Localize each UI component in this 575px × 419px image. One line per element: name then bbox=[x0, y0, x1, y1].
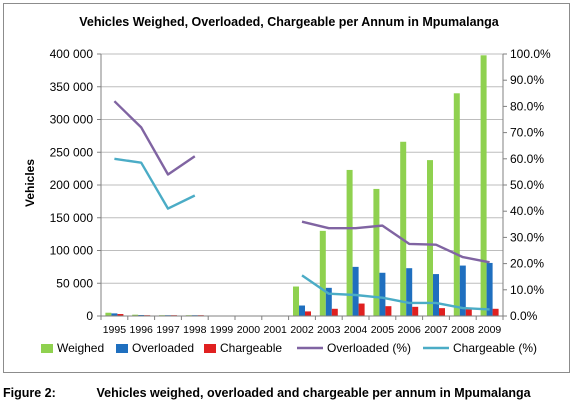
bar-weighed-2008 bbox=[453, 93, 460, 316]
y-axis-label: Vehicles bbox=[23, 159, 37, 207]
axes bbox=[100, 54, 504, 317]
legend-label-overloaded: Overloaded (%) bbox=[327, 341, 411, 355]
gridlines bbox=[101, 53, 503, 317]
x-tick-label: 2000 bbox=[237, 324, 261, 336]
y2-tick-label: 40.0% bbox=[510, 204, 544, 218]
chart-frame: Vehicles Weighed, Overloaded, Chargeable… bbox=[3, 3, 570, 373]
x-tick-label: 2009 bbox=[478, 324, 502, 336]
legend-label-chargeable: Chargeable bbox=[220, 341, 282, 355]
y-tick-label: 250 000 bbox=[50, 145, 94, 159]
y-tick-label: 200 000 bbox=[50, 178, 94, 192]
y-tick-label: 50 000 bbox=[56, 276, 93, 290]
y2-tick-label: 90.0% bbox=[510, 73, 544, 87]
x-tick-label: 2006 bbox=[398, 324, 422, 336]
bar-weighed-2009 bbox=[480, 55, 487, 317]
caption-label: Figure 2: bbox=[3, 386, 56, 400]
x-tick-label: 2005 bbox=[371, 324, 395, 336]
legend: Weighed Overloaded Chargeable Overloaded (%… bbox=[41, 341, 537, 355]
x-tick-label: 2003 bbox=[317, 324, 341, 336]
line-chargeable-segment-1 bbox=[114, 157, 196, 210]
y-tick-label: 0 bbox=[86, 309, 93, 323]
bar-weighed-2002 bbox=[293, 286, 299, 316]
legend-swatch-overloaded bbox=[116, 344, 128, 353]
bar-overloaded-2007 bbox=[433, 274, 439, 316]
x-tick-label: 2008 bbox=[451, 324, 475, 336]
bar-overloaded-2006 bbox=[406, 268, 413, 316]
y2-tick-label: 60.0% bbox=[510, 152, 544, 166]
x-axis-ticks: 1995 1996 1997 1998 1999 2000 2001 2002 2003 2004… bbox=[100, 316, 504, 336]
chart-svg: Vehicles Weighed, Overloaded, Chargeable… bbox=[23, 15, 551, 355]
y2-tick-label: 30.0% bbox=[510, 230, 544, 244]
bar-chargeable-2006 bbox=[412, 306, 419, 316]
legend-label-overloaded: Overloaded bbox=[132, 341, 194, 355]
bar-weighed-2007 bbox=[427, 160, 433, 316]
bar-overloaded-2004 bbox=[352, 266, 359, 316]
secondary-y-axis-ticks: 0.0% 10.0% 20.0% 30.0% 40.0% 50.0% 60.0% 70.0% 8… bbox=[503, 47, 551, 323]
bar-chargeable-2009 bbox=[492, 308, 499, 316]
legend-swatch-chargeable bbox=[204, 344, 216, 353]
y2-tick-label: 20.0% bbox=[510, 257, 544, 271]
bar-overloaded-1995 bbox=[111, 313, 118, 316]
bar-chargeable-1995 bbox=[117, 314, 124, 316]
x-tick-label: 1999 bbox=[210, 324, 234, 336]
chart-title: Vehicles Weighed, Overloaded, Chargeable… bbox=[79, 15, 500, 29]
bar-chargeable-2004 bbox=[358, 303, 365, 316]
bar-overloaded-2008 bbox=[459, 265, 466, 316]
x-tick-label: 2002 bbox=[290, 324, 314, 336]
x-tick-label: 1995 bbox=[103, 324, 127, 336]
x-tick-label: 1998 bbox=[183, 324, 207, 336]
bar-overloaded-2002 bbox=[299, 305, 305, 316]
y2-tick-label: 0.0% bbox=[510, 309, 538, 323]
caption-text: Vehicles weighed, overloaded and chargea… bbox=[96, 386, 531, 400]
bar-overloaded-2009 bbox=[486, 262, 493, 316]
bar-weighed-2006 bbox=[400, 141, 407, 316]
bar-chargeable-2007 bbox=[439, 308, 445, 316]
legend-swatch-weighed bbox=[41, 344, 53, 353]
y2-tick-label: 50.0% bbox=[510, 178, 544, 192]
line-overloaded-segment-2 bbox=[301, 220, 490, 264]
bar-chargeable-2008 bbox=[465, 308, 472, 316]
x-tick-label: 2001 bbox=[264, 324, 288, 336]
bar-weighed-2005 bbox=[373, 188, 380, 316]
bar-chargeable-2002 bbox=[305, 311, 311, 316]
bar-weighed-1996 bbox=[132, 314, 139, 316]
bar-weighed-2004 bbox=[346, 169, 353, 316]
line-chargeable-segment-2 bbox=[301, 274, 490, 311]
legend-label-chargeable: Chargeable (%) bbox=[453, 341, 537, 355]
x-tick-label: 2007 bbox=[424, 324, 448, 336]
y2-tick-label: 80.0% bbox=[510, 99, 544, 113]
y-axis-ticks: 0 50 000 100 000 150 000 200 000 250 000 300 0… bbox=[50, 47, 101, 323]
y-tick-label: 150 000 bbox=[50, 211, 94, 225]
y-tick-label: 400 000 bbox=[50, 47, 94, 61]
y2-tick-label: 70.0% bbox=[510, 126, 544, 140]
x-tick-label: 2004 bbox=[344, 324, 368, 336]
bar-chargeable-2005 bbox=[385, 306, 392, 316]
bar-overloaded-2003 bbox=[325, 287, 332, 316]
y-tick-label: 100 000 bbox=[50, 244, 94, 258]
y2-tick-label: 10.0% bbox=[510, 283, 544, 297]
line-overloaded-segment-1 bbox=[113, 100, 196, 176]
y-tick-label: 350 000 bbox=[50, 80, 94, 94]
bars bbox=[105, 55, 499, 317]
bar-chargeable-2003 bbox=[331, 308, 338, 316]
lines bbox=[113, 100, 490, 311]
figure-caption: Figure 2: Vehicles weighed, overloaded a… bbox=[3, 386, 573, 400]
x-tick-label: 1997 bbox=[156, 324, 180, 336]
y2-tick-label: 100.0% bbox=[510, 47, 551, 61]
bar-weighed-2003 bbox=[319, 230, 326, 316]
bar-weighed-1995 bbox=[105, 312, 112, 316]
x-tick-label: 1996 bbox=[130, 324, 154, 336]
legend-label-weighed: Weighed bbox=[57, 341, 104, 355]
bar-overloaded-2005 bbox=[379, 272, 386, 316]
y-tick-label: 300 000 bbox=[50, 113, 94, 127]
